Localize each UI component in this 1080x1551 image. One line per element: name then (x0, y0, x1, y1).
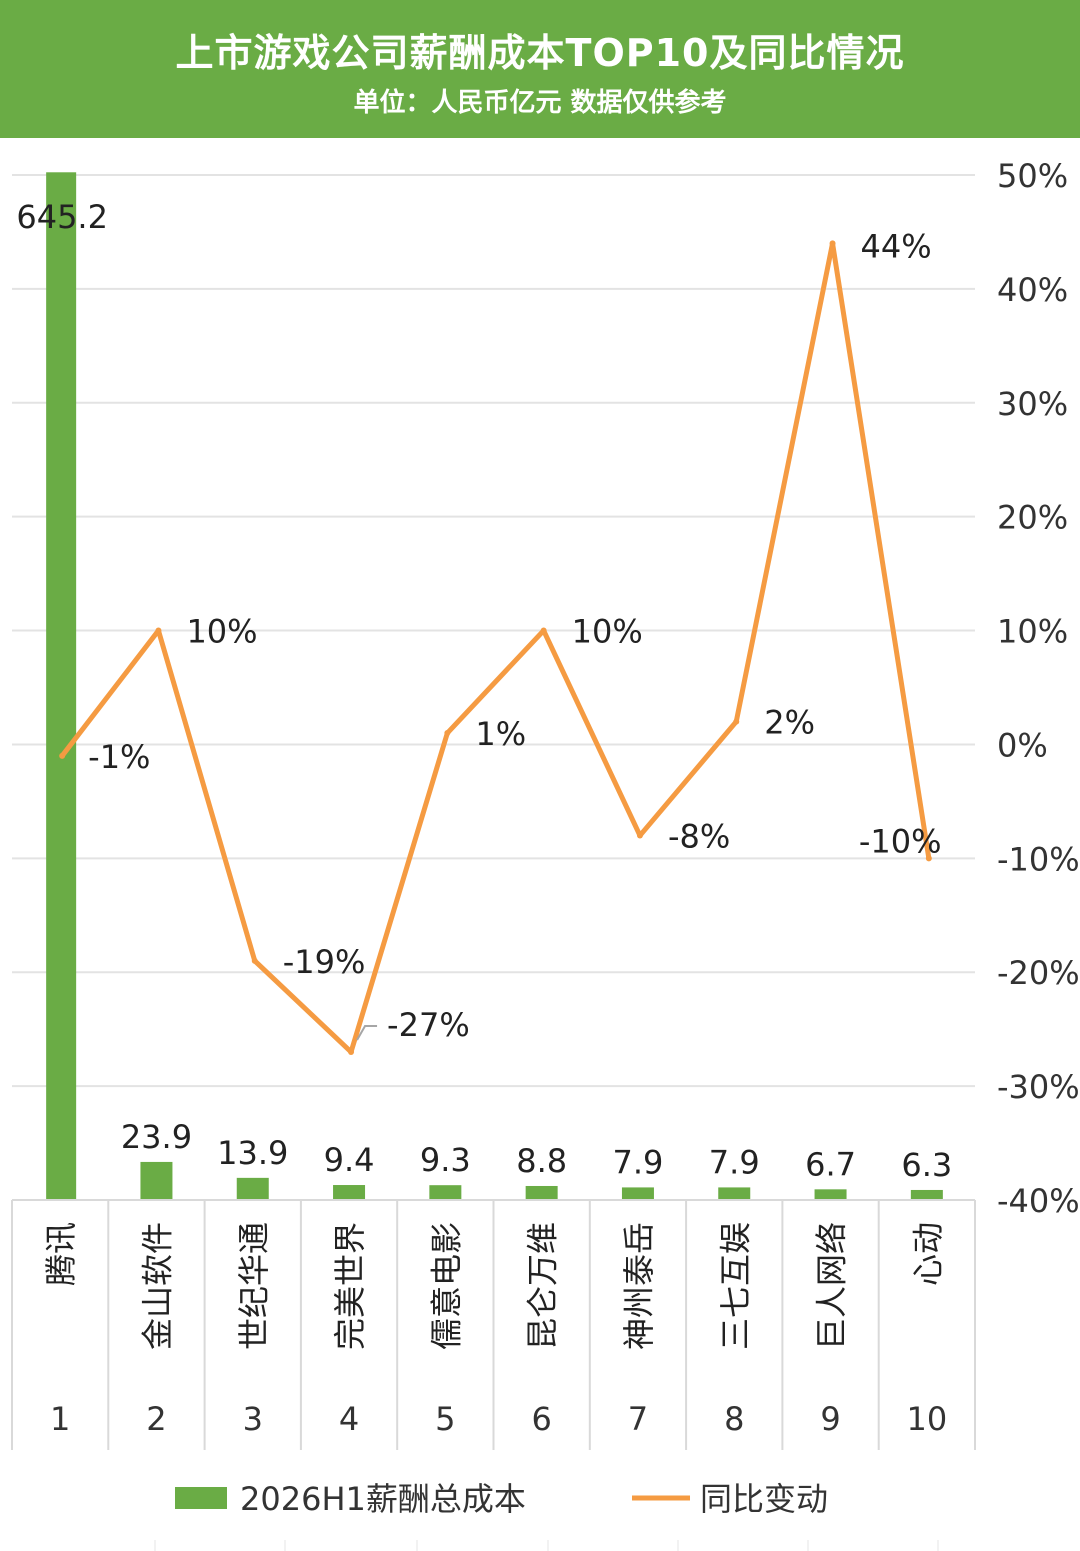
bar (525, 1185, 558, 1200)
line-point (348, 1048, 355, 1055)
line-path (60, 240, 932, 1055)
bar-value-label: 9.4 (324, 1141, 375, 1179)
chart-title: 上市游戏公司薪酬成本TOP10及同比情况 (175, 31, 905, 75)
bar-value-label: 6.7 (805, 1145, 856, 1183)
right-axis-tick-label: 20% (997, 499, 1068, 537)
line-point (829, 240, 836, 247)
bar-value-label: 23.9 (121, 1118, 192, 1156)
line-point (59, 752, 66, 759)
bar-value-label: 8.8 (516, 1142, 567, 1180)
bar-value-label: 6.3 (901, 1146, 952, 1184)
right-axis-tick-label: 10% (997, 613, 1068, 651)
legend-label-bar: 2026H1薪酬总成本 (240, 1480, 526, 1518)
right-axis-tick-label: 30% (997, 385, 1068, 423)
category-label: 腾讯 (42, 1222, 80, 1286)
chart-subtitle: 单位：人民币亿元 数据仅供参考 (353, 88, 727, 118)
rank-label: 3 (243, 1400, 263, 1438)
bar-series (46, 172, 943, 1200)
bar-value-label: 9.3 (420, 1141, 471, 1179)
line-point (540, 627, 547, 634)
header-banner: 上市游戏公司薪酬成本TOP10及同比情况 单位：人民币亿元 数据仅供参考 (0, 0, 1080, 138)
category-axis: 腾讯 金山软件 世纪华通 完美世界 儒意电影 昆仑万维 神州泰岳 三七互娱 巨人网络 心动 1 2 3 4… (11, 1199, 976, 1450)
rank-label: 4 (339, 1400, 359, 1438)
bar (718, 1187, 751, 1200)
right-axis-tick-label: -20% (997, 954, 1080, 992)
line-value-label: -1% (88, 738, 150, 776)
label-leader-line (356, 1024, 378, 1041)
legend-label-line: 同比变动 (700, 1480, 828, 1518)
line-series (59, 240, 932, 1055)
line-point (925, 855, 932, 862)
right-axis-tick-label: 0% (997, 726, 1048, 764)
line-point (636, 832, 643, 839)
bar-value-label: 7.9 (613, 1143, 664, 1181)
right-axis-tick-label: -30% (997, 1068, 1080, 1106)
rank-label: 9 (820, 1400, 840, 1438)
bar-labels: 645.2 23.9 13.9 9.4 9.3 8.8 7.9 7.9 6.7 6.3 (16, 198, 952, 1184)
category-label: 世纪华通 (235, 1222, 273, 1350)
line-value-label: 10% (572, 613, 643, 651)
category-label: 昆仑万维 (524, 1222, 562, 1350)
bar-value-label: 645.2 (16, 198, 108, 236)
bar-value-label: 7.9 (709, 1143, 760, 1181)
bar (46, 172, 77, 1200)
line-value-label: -10% (859, 822, 942, 860)
right-axis-tick-label: 50% (997, 157, 1068, 195)
line-point (733, 718, 740, 725)
bar (910, 1189, 943, 1200)
line-value-label: -8% (668, 818, 730, 856)
right-axis-tick-label: -40% (997, 1182, 1080, 1220)
category-label: 巨人网络 (813, 1222, 851, 1350)
bar-value-label: 13.9 (217, 1134, 288, 1172)
right-axis-ticks: 50% 40% 30% 20% 10% 0% -10% -20% -30% -40% (997, 157, 1080, 1220)
right-axis-tick-label: 40% (997, 271, 1068, 309)
line-value-label: 2% (764, 704, 815, 742)
line-value-label: -27% (387, 1006, 470, 1044)
line-labels: -1% 10% -19% -27% 1% 10% -8% 2% 44% -10% (88, 227, 941, 1044)
line-point (444, 730, 451, 737)
line-point (251, 957, 258, 964)
rank-label: 7 (628, 1400, 648, 1438)
line-value-label: 44% (861, 227, 932, 265)
rank-label: 8 (724, 1400, 744, 1438)
category-label: 神州泰岳 (620, 1222, 658, 1350)
line-value-label: 10% (186, 613, 257, 651)
rank-label: 1 (50, 1400, 70, 1438)
rank-label: 6 (531, 1400, 551, 1438)
category-label: 三七互娱 (716, 1222, 754, 1350)
rank-label: 2 (146, 1400, 166, 1438)
bar (814, 1189, 847, 1200)
legend-swatch-bar (175, 1487, 227, 1509)
line-point (155, 627, 162, 634)
legend: 2026H1薪酬总成本 同比变动 (154, 1480, 939, 1551)
rank-label: 5 (435, 1400, 455, 1438)
rank-label: 10 (906, 1400, 947, 1438)
bar (621, 1187, 654, 1200)
bar (140, 1161, 173, 1200)
category-label: 完美世界 (331, 1222, 369, 1350)
category-label: 金山软件 (138, 1222, 176, 1350)
line-value-label: 1% (475, 715, 526, 753)
bar (333, 1185, 366, 1200)
bar (429, 1185, 462, 1200)
line-value-label: -19% (283, 943, 366, 981)
category-label: 心动 (909, 1222, 947, 1286)
category-label: 儒意电影 (427, 1222, 465, 1350)
right-axis-tick-label: -10% (997, 840, 1080, 878)
bar (236, 1177, 269, 1200)
